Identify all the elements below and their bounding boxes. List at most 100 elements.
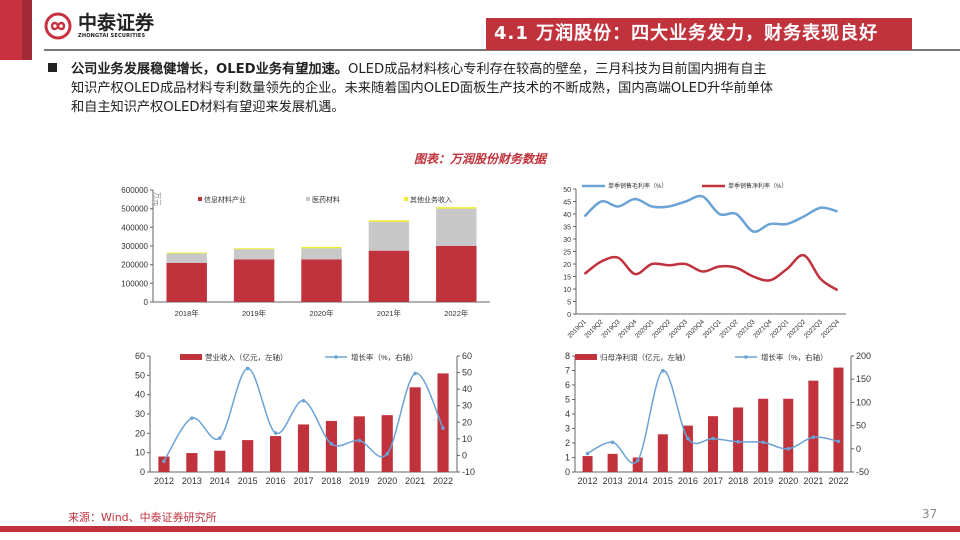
y2-tick-label: 200: [856, 351, 871, 361]
bar: [214, 450, 226, 472]
legend-swatch: [198, 197, 202, 201]
bar-1: [166, 262, 207, 302]
growth-point: [190, 416, 194, 420]
bar: [808, 380, 819, 472]
y-tick-label: 300000: [121, 242, 148, 251]
y2-tick-label: 150: [856, 374, 871, 384]
legend-label: 增长率（%，右轴）: [351, 352, 418, 362]
bar: [381, 415, 393, 472]
header-divider: [44, 49, 960, 51]
legend-swatch: [180, 354, 202, 360]
body-line1: OLED成品材料核心专利存在较高的壁垒，三月科技为目前国内拥有自主: [347, 62, 767, 77]
bar: [833, 367, 844, 472]
y-tick-label: 200000: [121, 261, 148, 270]
y-tick-label: 30: [135, 409, 145, 419]
legend-swatch: [306, 197, 310, 201]
x-tick-label: 2013: [603, 476, 623, 486]
legend-label: 归母净利润（亿元，左轴）: [600, 352, 690, 362]
source-note: 来源：Wind、中泰证券研究所: [68, 511, 217, 524]
y-tick-label: 20: [563, 262, 571, 269]
bar-1: [233, 259, 275, 302]
growth-point: [661, 369, 665, 373]
y-tick-label: 0: [140, 467, 145, 477]
y-tick-label: 4: [565, 409, 570, 419]
bar-1: [436, 246, 477, 302]
y2-tick-label: 10: [462, 434, 472, 444]
legend-label: 其他业务收入: [410, 195, 452, 204]
y-tick-label: 10: [135, 448, 145, 458]
bar: [733, 407, 744, 472]
bar-1: [301, 259, 342, 302]
bar-2: [166, 253, 207, 263]
x-tick-label: 2012: [578, 476, 598, 486]
x-tick-label: 2020: [778, 476, 798, 486]
chart-title: 图表：万润股份财务数据: [413, 152, 546, 166]
bar: [158, 456, 170, 472]
bar: [353, 416, 365, 472]
legend-label: 营业收入（亿元，左轴）: [205, 352, 288, 362]
y-tick-label: 35: [563, 225, 571, 232]
growth-point: [245, 366, 250, 371]
y-tick-label: 1: [565, 453, 570, 463]
y-tick-label: 60: [135, 351, 145, 361]
body-line3: 和自主知识产权OLED材料有望迎来发展机遇。: [71, 100, 345, 115]
y-tick-label: 30: [563, 237, 571, 244]
legend-label: 信息材料产业: [204, 195, 246, 204]
growth-point: [301, 398, 306, 403]
legend-marker: [334, 355, 338, 359]
bar: [582, 456, 593, 472]
x-tick-label: 2015: [653, 476, 673, 486]
bar-3: [166, 252, 207, 254]
body-line2: 知识产权OLED成品材料专利数量领先的企业。未来随着国内OLED面板生产技术的不…: [71, 81, 774, 96]
slide-title: 4.1 万润股份：四大业务发力，财务表现良好: [486, 18, 912, 50]
line-series-1: [583, 194, 838, 233]
bar: [242, 440, 254, 472]
y-tick-label: 400000: [121, 223, 148, 232]
growth-point: [329, 442, 334, 446]
y-tick-label: 5: [565, 395, 570, 405]
x-tick-label: 2019: [349, 476, 369, 486]
y-tick-label: 5: [567, 300, 571, 307]
bar: [437, 373, 449, 472]
bar: [632, 457, 643, 472]
body-bold: 公司业务发展稳健增长，OLED业务有望加速。: [71, 62, 348, 77]
y-tick-label: 45: [563, 200, 571, 207]
bar: [186, 453, 198, 472]
bar-2: [301, 248, 342, 260]
legend-marker: [744, 355, 748, 359]
growth-point: [711, 436, 715, 441]
x-tick-label: 2022Q4: [820, 318, 842, 340]
y2-tick-label: 50: [462, 368, 472, 378]
bar-3: [436, 207, 477, 209]
growth-line: [587, 370, 839, 464]
x-tick-label: 2020年: [309, 308, 334, 318]
bar-3: [368, 220, 410, 222]
growth-point: [413, 371, 417, 376]
y-tick-label: 15: [563, 275, 571, 282]
x-tick-label: 2013: [182, 476, 202, 486]
y-tick-label: 2: [565, 438, 570, 448]
bar: [270, 436, 282, 472]
bar: [682, 425, 693, 472]
bullet-icon: [48, 63, 57, 72]
x-tick-label: 2022: [828, 476, 848, 486]
bar: [758, 398, 769, 472]
logo-icon: [44, 12, 72, 40]
x-tick-label: 2020: [377, 476, 397, 486]
growth-point: [217, 436, 222, 440]
x-tick-label: 2019: [753, 476, 773, 486]
y-tick-label: 0: [565, 467, 570, 477]
y-tick-label: 0: [144, 298, 149, 307]
x-tick-label: 2014: [210, 476, 230, 486]
y2-tick-label: -50: [856, 467, 869, 477]
y2-tick-label: 60: [462, 351, 472, 361]
bar-1: [368, 250, 410, 302]
growth-point: [610, 440, 615, 445]
legend-label: 增长率（%，右轴）: [761, 352, 828, 362]
bar: [783, 398, 794, 472]
x-tick-label: 2021: [405, 476, 425, 486]
y-tick-label: 8: [565, 351, 570, 361]
x-tick-label: 2018年: [175, 308, 200, 318]
y-tick-label: 40: [135, 390, 145, 400]
x-tick-label: 2017: [703, 476, 723, 486]
